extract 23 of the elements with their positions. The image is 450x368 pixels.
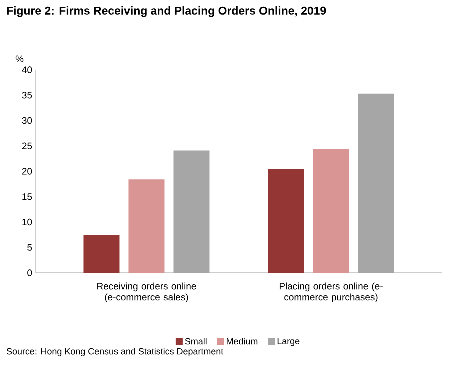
y-tick-label: 25	[22, 142, 32, 150]
legend-label: Large	[278, 338, 300, 346]
y-tick-label: 30	[22, 117, 32, 124]
legend-label: Medium	[227, 338, 258, 345]
y-tick-label: 10	[22, 218, 32, 226]
y-tick-label: 20	[22, 168, 32, 175]
bar	[174, 150, 210, 273]
bar	[128, 180, 165, 273]
bar	[313, 149, 350, 273]
source-note: Source: Hong Kong Census and Statistics Department	[6, 348, 224, 356]
y-tick-label: 0	[28, 270, 32, 276]
y-axis-title: %	[16, 56, 24, 62]
bar	[268, 168, 304, 273]
legend-label: Small	[185, 338, 207, 345]
y-tick-label: 5	[28, 244, 32, 251]
y-tick-label: 40	[22, 66, 32, 74]
bar	[358, 94, 394, 273]
y-tick-label: 15	[22, 194, 32, 200]
x-tick-label: Placing orders online (e-commerce purchases)	[280, 282, 383, 303]
bar	[84, 235, 120, 273]
y-tick-label: 35	[22, 92, 32, 99]
x-tick-label: Receiving orders online (e-commerce sales)	[98, 282, 196, 303]
chart-title: Figure 2: Firms Receiving and Placing Orders Online, 2019	[7, 6, 326, 18]
